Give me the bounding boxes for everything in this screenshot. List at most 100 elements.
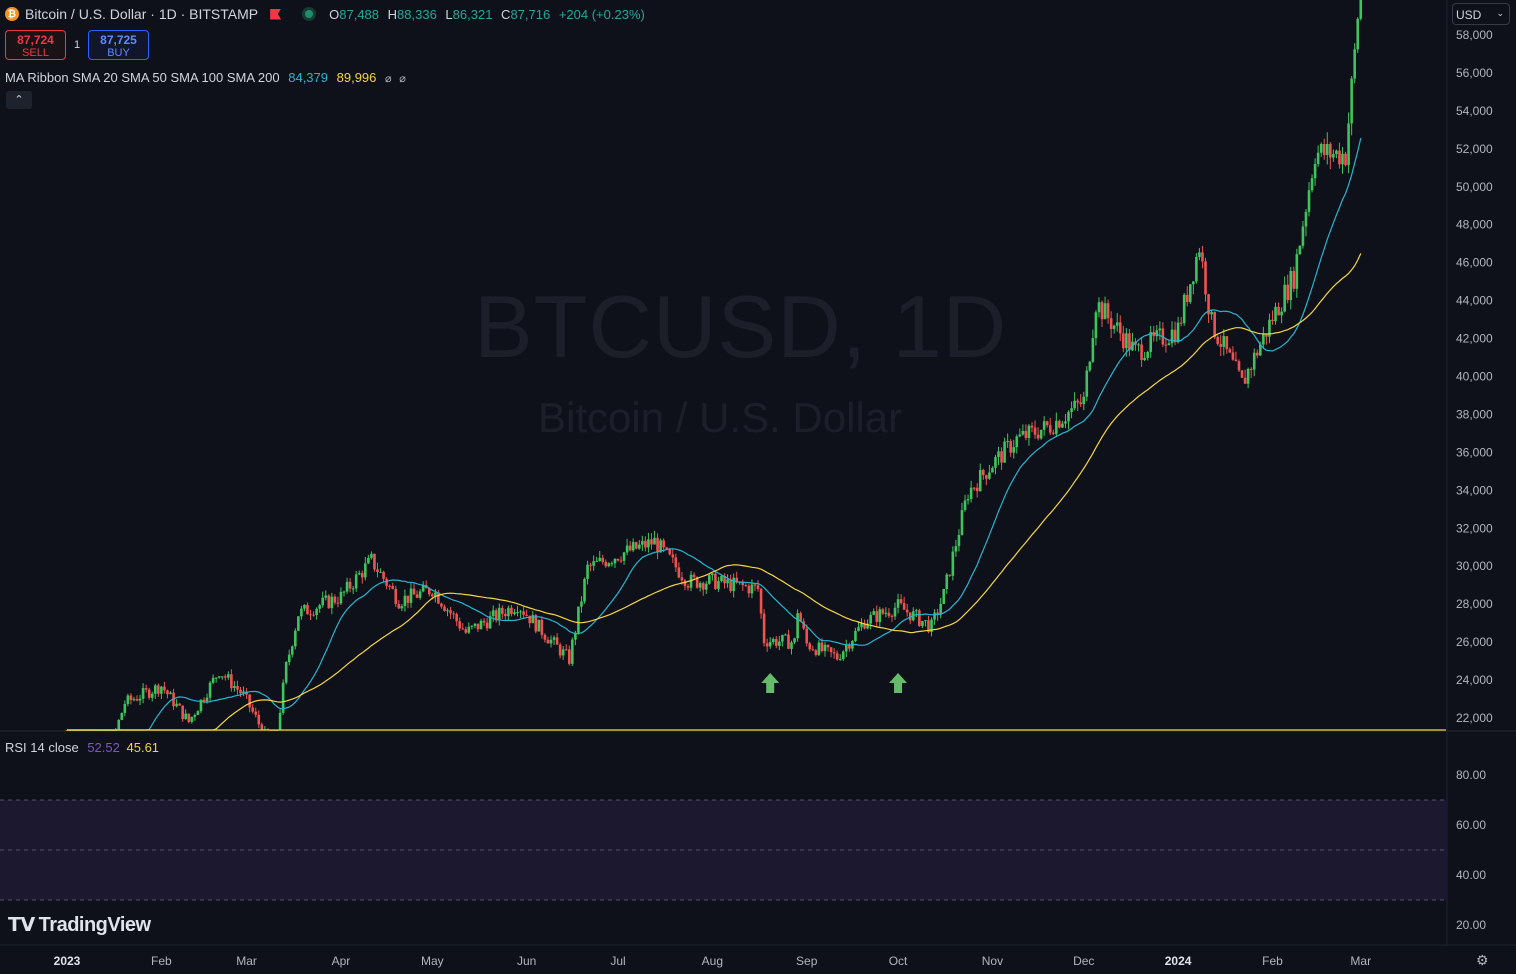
candle: [985, 474, 988, 486]
candle-body: [321, 597, 325, 606]
candle: [726, 574, 729, 588]
candle-body: [1003, 441, 1006, 463]
market-status-icon[interactable]: [305, 10, 314, 18]
candle: [1237, 359, 1241, 372]
rsi-ma-value: 45.61: [126, 740, 160, 755]
candle: [872, 608, 875, 616]
candle: [507, 605, 510, 620]
candle-body: [729, 579, 732, 592]
quantity-field[interactable]: 1: [74, 39, 81, 51]
buy-button[interactable]: 87,725 BUY: [88, 30, 149, 60]
candle-body: [1262, 333, 1265, 345]
time-tick-label: Feb: [1262, 954, 1283, 968]
candle-body: [878, 609, 882, 622]
collapse-legend-button[interactable]: ⌃: [6, 91, 32, 109]
candle-body: [881, 609, 885, 614]
candle-body: [138, 698, 142, 701]
sell-button[interactable]: 87,724 SELL: [5, 30, 66, 60]
candle: [123, 700, 127, 717]
candle-body: [796, 613, 799, 639]
candle-body: [1204, 261, 1207, 295]
candle-body: [1018, 434, 1022, 437]
candle-body: [1115, 322, 1119, 326]
settings-icon[interactable]: ⚙: [1476, 952, 1489, 968]
candle-body: [778, 641, 781, 646]
flag-icon[interactable]: [270, 8, 282, 20]
candle-body: [476, 623, 480, 630]
candle-body: [278, 712, 282, 730]
candle-body: [342, 591, 346, 593]
candle: [318, 603, 321, 613]
candle-body: [747, 585, 751, 594]
candle-body: [845, 645, 848, 652]
candle-body: [284, 662, 288, 683]
candle: [1024, 424, 1028, 441]
candle-body: [300, 608, 303, 617]
candle: [1088, 360, 1092, 373]
candle-body: [150, 693, 154, 698]
candle-body: [470, 625, 474, 627]
candle: [1073, 392, 1076, 411]
candle-body: [887, 612, 891, 616]
candle-body: [1146, 351, 1149, 358]
candle: [364, 557, 367, 581]
candle: [771, 637, 775, 645]
candle-body: [732, 577, 735, 592]
candle-body: [954, 546, 958, 552]
candle-body: [1322, 144, 1326, 156]
candle: [464, 626, 468, 635]
candle: [540, 616, 544, 639]
candle-body: [829, 647, 833, 653]
candle-body: [522, 611, 525, 615]
candle-body: [464, 629, 468, 633]
candle: [650, 533, 653, 550]
candle: [741, 579, 745, 591]
candle: [887, 608, 891, 619]
symbol-header[interactable]: ₿ Bitcoin / U.S. Dollar · 1D · BITSTAMP …: [5, 6, 650, 22]
candle-body: [345, 581, 349, 592]
candle: [698, 581, 702, 592]
candle-body: [199, 699, 203, 712]
currency-select[interactable]: USD ⌄: [1452, 3, 1510, 25]
candle: [869, 611, 872, 630]
time-tick-label: Dec: [1073, 954, 1094, 968]
candle: [300, 605, 303, 620]
candle: [875, 605, 879, 628]
rsi-legend[interactable]: RSI 14 close 52.52 45.61: [5, 740, 159, 755]
candle-body: [1240, 370, 1244, 378]
candle-body: [546, 639, 550, 644]
tradingview-logo[interactable]: 𝗧𝗩 TradingView: [8, 914, 151, 936]
candle: [184, 709, 188, 720]
candle: [476, 623, 480, 632]
candle: [516, 605, 519, 617]
candle-body: [997, 451, 1000, 458]
candle: [671, 548, 675, 563]
candle: [826, 644, 830, 652]
candle-body: [135, 699, 139, 701]
candle: [1329, 142, 1332, 170]
ma-ribbon-legend[interactable]: MA Ribbon SMA 20 SMA 50 SMA 100 SMA 200 …: [5, 70, 406, 85]
symbol-title[interactable]: Bitcoin / U.S. Dollar · 1D · BITSTAMP: [25, 6, 259, 22]
candle-body: [1195, 257, 1198, 282]
candle: [1067, 410, 1070, 430]
candle: [1164, 338, 1168, 353]
candle: [1030, 422, 1034, 433]
candle: [793, 637, 796, 645]
price-tick-label: 26,000: [1456, 635, 1493, 649]
candle: [604, 559, 608, 568]
candle-body: [1045, 421, 1049, 426]
candle-body: [899, 599, 903, 604]
candle: [1262, 326, 1265, 349]
candle-body: [1000, 451, 1003, 463]
candle-body: [841, 651, 845, 660]
candle-body: [1064, 421, 1067, 424]
candle: [418, 589, 422, 600]
candle: [677, 562, 681, 579]
up-arrow-marker-icon: [889, 673, 908, 693]
candle: [905, 603, 909, 617]
price-tick-label: 24,000: [1456, 673, 1493, 687]
candle-body: [905, 609, 909, 613]
candle: [479, 618, 483, 630]
candle: [1045, 420, 1049, 428]
